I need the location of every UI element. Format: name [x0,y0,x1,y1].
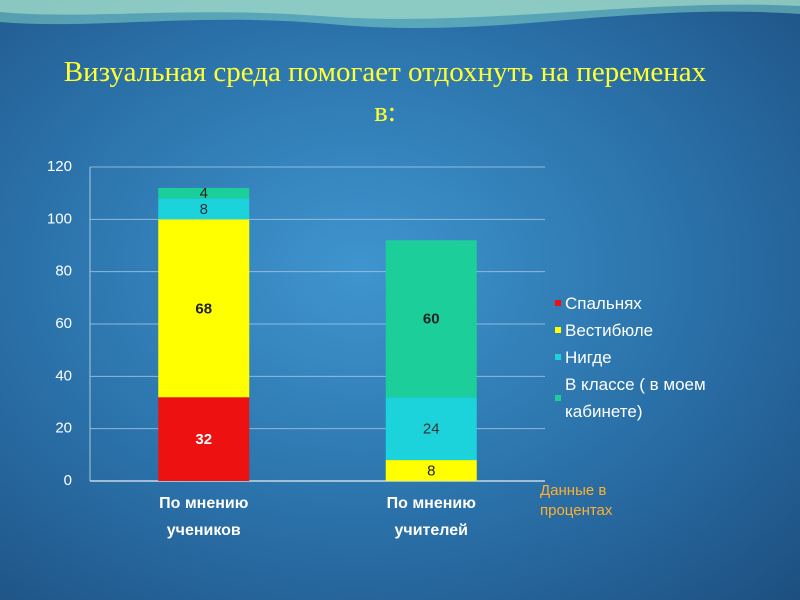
legend-swatch [555,300,561,306]
legend-label: Нигде [565,348,612,367]
legend-label: Спальнях [565,294,642,313]
legend-item: Спальнях [553,290,773,317]
y-tick-label: 80 [55,263,72,280]
y-tick-label: 120 [47,158,72,175]
y-tick-label: 20 [55,420,72,437]
data-label: 4 [200,185,208,202]
data-label: 24 [423,421,440,438]
data-label: 68 [195,300,212,317]
x-tick-label: По мнению учеников [159,495,249,539]
legend-swatch [555,354,561,360]
x-tick-label: По мнению учителей [386,495,476,539]
legend: Спальнях Вестибюле Нигде В классе ( в моем … [553,290,773,425]
data-label: 8 [200,201,208,218]
legend-swatch [555,395,561,401]
legend-item: Нигде [553,344,773,371]
legend-label: В классе ( в моем кабинете) [565,375,706,421]
chart-title: Визуальная среда помогает отдохнуть на п… [63,56,707,128]
wave-decoration [0,0,800,19]
bar-segment [158,219,250,398]
bar-segment [385,397,477,461]
legend-item: Вестибюле [553,317,773,344]
bar-segment [158,198,250,220]
y-tick-label: 60 [55,315,72,332]
annotation: Данные в процентах [540,482,613,519]
y-tick-label: 0 [64,472,72,489]
legend-item: В классе ( в моем кабинете) [553,371,773,425]
y-tick-label: 100 [47,210,72,227]
legend-label: Вестибюле [565,321,654,340]
bar-segment [158,397,250,481]
y-tick-label: 40 [55,367,72,384]
legend-swatch [555,327,561,333]
bar-segment [385,460,477,481]
data-label: 8 [427,463,435,480]
bar-segment [158,187,250,199]
data-label: 32 [195,431,212,448]
bar-segment [385,240,477,398]
data-label: 60 [423,311,440,328]
